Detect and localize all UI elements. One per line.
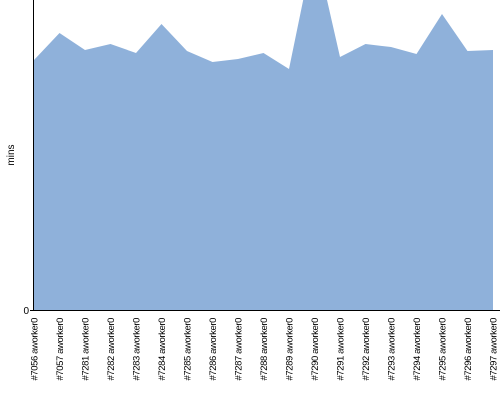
x-tick-label: #7291 aworker0 (336, 318, 347, 381)
x-tick-label: #7283 aworker0 (132, 318, 143, 381)
x-tick-label: #7289 aworker0 (285, 318, 296, 381)
x-tick-label: #7057 aworker0 (55, 318, 66, 381)
x-tick-label: #7295 aworker0 (438, 318, 449, 381)
y-axis-label: mins (6, 144, 17, 165)
x-tick-label: #7285 aworker0 (183, 318, 194, 381)
area (34, 0, 493, 310)
x-tick-label: #7281 aworker0 (81, 318, 92, 381)
x-tick-label: #7286 aworker0 (208, 318, 219, 381)
x-tick-label: #7297 aworker0 (489, 318, 500, 381)
x-tick-label: #7292 aworker0 (361, 318, 372, 381)
x-tick-label: #7284 aworker0 (157, 318, 168, 381)
x-tick-label: #7294 aworker0 (412, 318, 423, 381)
x-tick-label: #7296 aworker0 (463, 318, 474, 381)
x-tick-label: #7287 aworker0 (234, 318, 245, 381)
x-tick-label: #7056 aworker0 (30, 318, 41, 381)
y-tick-label: 0 (23, 306, 29, 317)
x-tick-label: #7288 aworker0 (259, 318, 270, 381)
x-tick-label: #7293 aworker0 (387, 318, 398, 381)
x-tick-label: #7282 aworker0 (106, 318, 117, 381)
x-tick-label: #7290 aworker0 (310, 318, 321, 381)
